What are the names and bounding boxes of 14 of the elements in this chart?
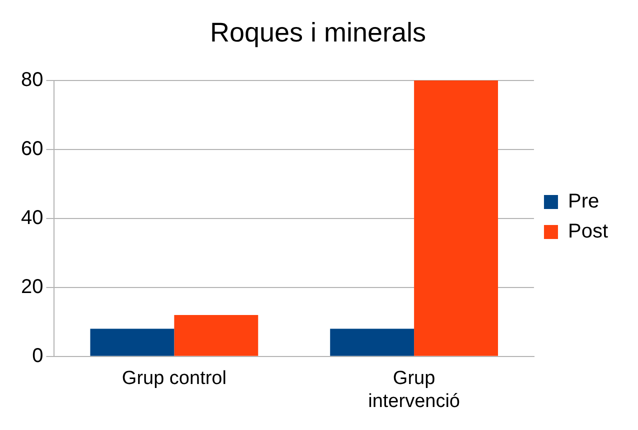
bar bbox=[414, 80, 498, 356]
y-tick-label: 0 bbox=[32, 344, 44, 367]
y-tick-label: 60 bbox=[20, 138, 44, 160]
y-tick-label: 40 bbox=[20, 206, 44, 229]
y-tick-label: 80 bbox=[20, 68, 44, 91]
legend-label: Post bbox=[568, 220, 608, 243]
y-tick-label: 20 bbox=[20, 276, 44, 298]
x-tick-label: Grup control bbox=[122, 368, 226, 390]
bar bbox=[330, 328, 414, 356]
bar bbox=[90, 328, 174, 356]
x-tick-label: Grup intervenció bbox=[368, 368, 460, 412]
bar bbox=[174, 315, 258, 356]
chart-title: Roques i minerals bbox=[210, 18, 426, 48]
legend-label: Pre bbox=[568, 190, 600, 213]
